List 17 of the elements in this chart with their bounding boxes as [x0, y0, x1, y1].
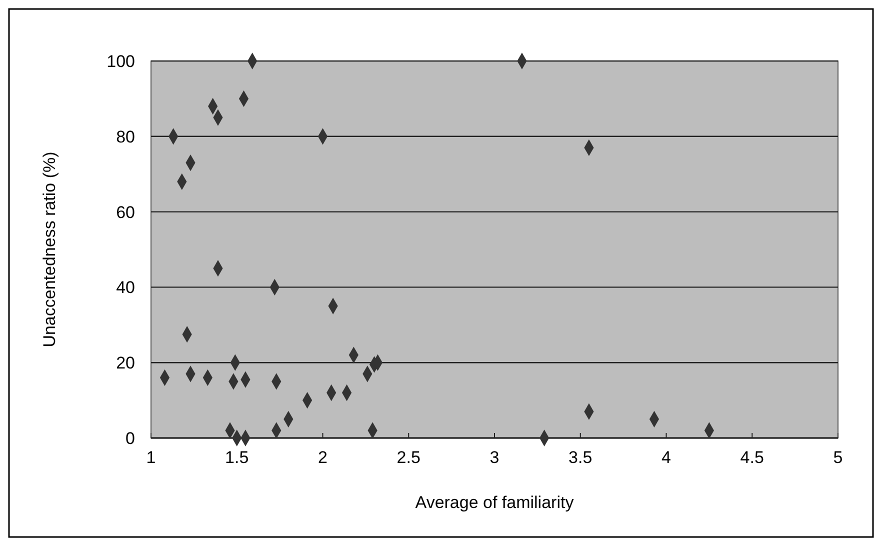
y-tick-label: 80 [116, 127, 135, 146]
x-tick-label: 4.5 [740, 448, 764, 467]
x-tick-label: 3.5 [568, 448, 592, 467]
x-tick-label: 2 [318, 448, 328, 467]
x-tick-label: 3 [490, 448, 500, 467]
x-axis-title: Average of familiarity [415, 493, 574, 512]
x-tick-label: 4 [662, 448, 671, 467]
x-tick-label: 5 [833, 448, 843, 467]
y-axis-title: Unaccentedness ratio (%) [40, 152, 59, 348]
y-tick-label: 100 [106, 52, 135, 71]
x-tick-label: 2.5 [396, 448, 420, 467]
y-tick-label: 20 [116, 354, 135, 373]
y-tick-label: 60 [116, 202, 135, 222]
x-tick-label: 1 [146, 448, 156, 467]
y-tick-label: 40 [116, 278, 135, 298]
y-tick-label: 0 [126, 429, 135, 448]
x-tick-label: 1.5 [225, 448, 249, 467]
